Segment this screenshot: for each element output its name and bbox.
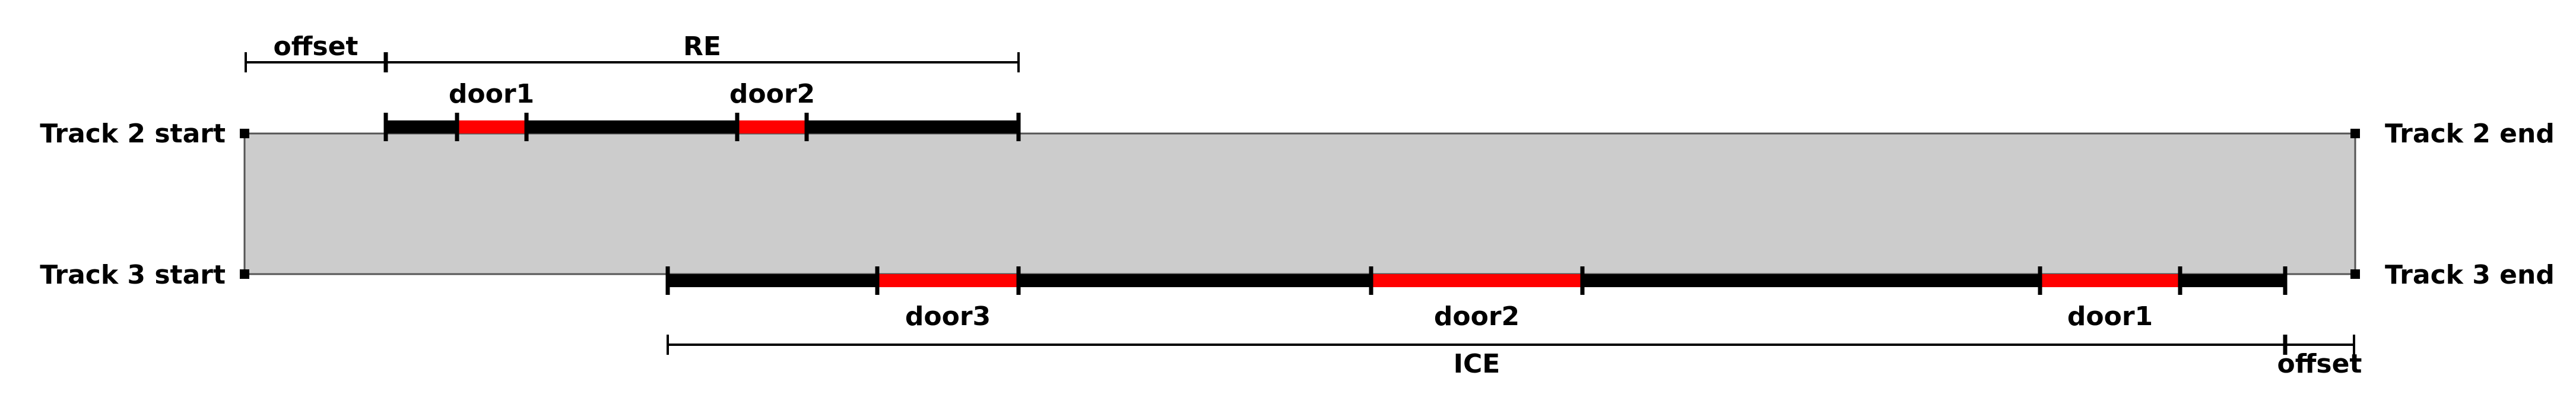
top-offset-label: offset <box>274 31 359 62</box>
re-train-label: RE <box>683 31 721 62</box>
ice-train-ticks <box>665 266 2288 295</box>
re-train-body <box>386 120 1019 133</box>
track-3-end-marker <box>2350 269 2360 279</box>
re-door2-label: door2 <box>729 79 815 109</box>
track-2-start-label: Track 2 start <box>40 119 226 149</box>
ice-door1 <box>2040 274 2180 287</box>
track-3-start-marker <box>240 269 249 279</box>
re-train-ticks <box>383 113 1021 141</box>
track-3-start-label: Track 3 start <box>40 260 226 290</box>
ice-door3-label: door3 <box>905 301 991 332</box>
track-3-end-label: Track 3 end <box>2385 260 2555 290</box>
ice-door2-label: door2 <box>1434 301 1519 332</box>
top-dimension-line <box>245 52 1020 72</box>
re-door1-label: door1 <box>449 79 534 109</box>
bottom-dimension-line <box>667 335 2355 355</box>
bottom-offset-label: offset <box>2277 349 2362 379</box>
ice-door1-label: door1 <box>2067 301 2153 332</box>
track-2-end-marker <box>2350 129 2360 138</box>
track-2-start-marker <box>240 129 249 138</box>
ice-train-label: ICE <box>1454 349 1500 379</box>
ice-door3 <box>877 274 1019 287</box>
track-2-end-label: Track 2 end <box>2385 119 2555 149</box>
platform-area <box>243 132 2356 275</box>
re-door2 <box>737 120 807 133</box>
ice-door2 <box>1371 274 1582 287</box>
re-door1 <box>457 120 526 133</box>
